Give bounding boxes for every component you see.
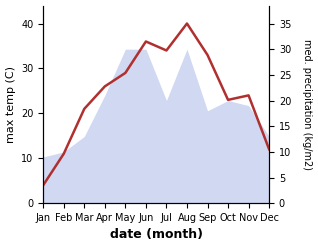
Y-axis label: med. precipitation (kg/m2): med. precipitation (kg/m2) <box>302 39 313 170</box>
X-axis label: date (month): date (month) <box>110 228 203 242</box>
Y-axis label: max temp (C): max temp (C) <box>5 66 16 143</box>
